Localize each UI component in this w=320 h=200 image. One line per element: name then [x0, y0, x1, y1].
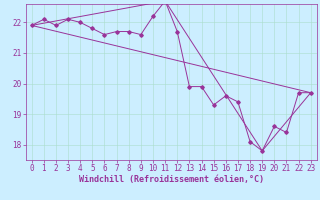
X-axis label: Windchill (Refroidissement éolien,°C): Windchill (Refroidissement éolien,°C)	[79, 175, 264, 184]
